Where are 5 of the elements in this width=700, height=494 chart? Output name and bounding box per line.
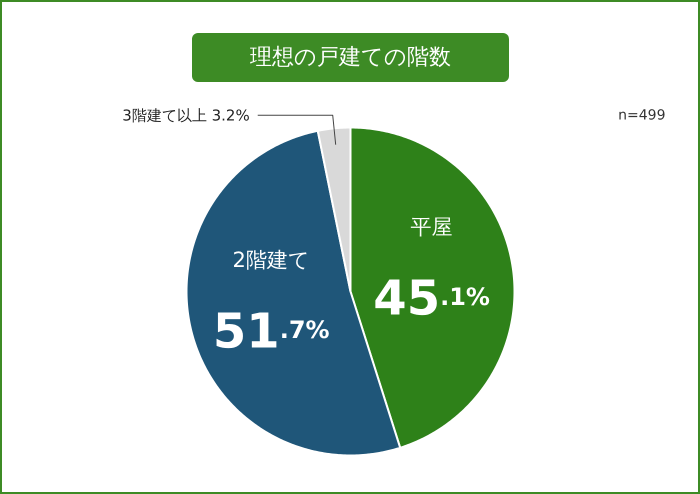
slice-label: 2階建て [232, 248, 310, 272]
text: n=499 [618, 108, 666, 124]
chart-title: 理想の戸建ての階数 [250, 45, 451, 70]
slice-label: 3階建て以上 3.2% [122, 106, 250, 124]
slice-label: 平屋 [410, 214, 453, 239]
